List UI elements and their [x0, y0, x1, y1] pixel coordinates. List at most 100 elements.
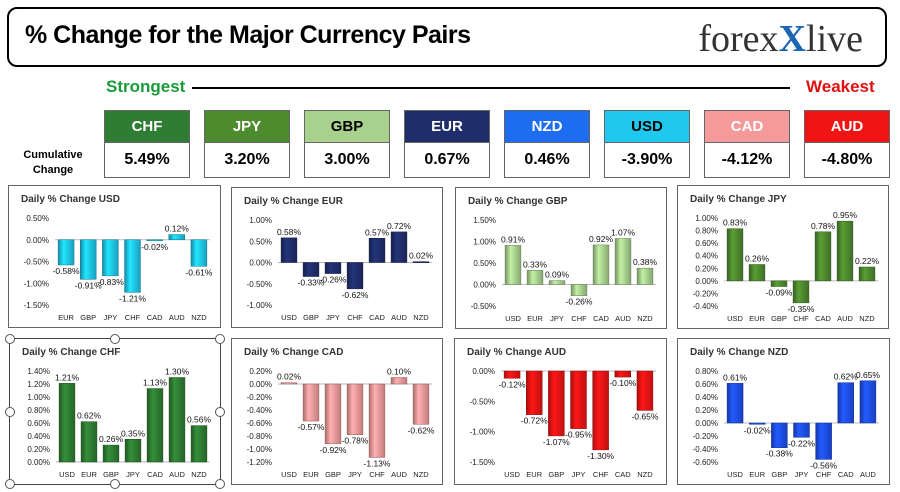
- data-label: -0.10%: [609, 378, 636, 388]
- chart-panel-aud[interactable]: Daily % Change AUD 0.00% -0.50% -1.00% -1.50…: [454, 338, 667, 485]
- data-label: 0.57%: [365, 227, 390, 237]
- data-label: 0.65%: [856, 370, 881, 380]
- x-tick-label: JPY: [348, 470, 362, 479]
- x-tick-label: CHF: [593, 470, 609, 479]
- currency-card-eur: EUR 0.67%: [404, 110, 490, 178]
- y-tick-label: -1.50%: [470, 458, 495, 467]
- chart-panel-jpy[interactable]: Daily % Change JPY 1.00% 0.80% 0.60% 0.40% 0.…: [677, 185, 889, 329]
- data-label: 0.26%: [745, 254, 770, 264]
- resize-handle[interactable]: [110, 479, 120, 489]
- y-tick-label: 0.50%: [26, 214, 49, 223]
- currency-card-nzd: NZD 0.46%: [504, 110, 590, 178]
- bar-aud: [390, 377, 408, 385]
- bar-aud: [614, 238, 632, 285]
- bar-jpy: [324, 262, 342, 274]
- x-tick-label: GBP: [303, 313, 319, 322]
- y-tick-label: -1.00%: [470, 428, 495, 437]
- x-tick-label: EUR: [58, 313, 74, 322]
- x-tick-label: JPY: [103, 313, 117, 322]
- page-title: % Change for the Major Currency Pairs: [25, 21, 471, 49]
- data-label: 0.10%: [387, 367, 412, 377]
- data-label: 0.35%: [121, 428, 146, 438]
- x-tick-label: CAD: [147, 470, 163, 479]
- x-tick-label: GBP: [80, 313, 96, 322]
- data-label: 0.78%: [811, 221, 836, 231]
- bar-gbp: [770, 280, 788, 287]
- x-tick-label: NZD: [191, 313, 207, 322]
- chart-panel-usd[interactable]: Daily % Change USD 0.50% 0.00% -0.50% -1.00%…: [8, 185, 221, 328]
- bar-chf: [124, 239, 141, 293]
- resize-handle[interactable]: [5, 334, 15, 344]
- chart-panel-chf[interactable]: Daily % Change CHF 1.40% 1.20% 1.00% 0.80% 0.…: [5, 334, 225, 489]
- data-label: -0.62%: [342, 290, 369, 300]
- x-tick-label: USD: [504, 470, 520, 479]
- chart-title: Daily % Change EUR: [244, 196, 343, 207]
- chart-panel-gbp[interactable]: Daily % Change GBP 1.50% 1.00% 0.50% 0.00% -0…: [455, 187, 667, 329]
- y-tick-label: -1.20%: [247, 458, 272, 467]
- y-tick-label: 0.60%: [695, 239, 718, 248]
- bar-gbp: [771, 422, 788, 448]
- x-tick-label: AUD: [837, 314, 853, 323]
- x-tick-label: GBP: [325, 470, 341, 479]
- bar-chart: 1.00% 0.50% 0.00% -0.50% -1.00% 0.58% USD -0.33…: [247, 216, 434, 322]
- bar-eur: [80, 421, 98, 463]
- chart-panel-nzd[interactable]: Daily % Change NZD 0.80% 0.60% 0.40% 0.20% 0.…: [677, 338, 890, 485]
- chart-title: Daily % Change JPY: [690, 194, 787, 205]
- bar-nzd: [412, 261, 430, 263]
- resize-handle[interactable]: [215, 406, 225, 417]
- bar-usd: [503, 370, 521, 379]
- x-tick-label: CHF: [816, 470, 832, 479]
- currency-card-cad: CAD -4.12%: [704, 110, 790, 178]
- resize-handle[interactable]: [110, 334, 120, 344]
- y-tick-label: 1.00%: [249, 216, 272, 225]
- x-tick-label: NZD: [413, 470, 429, 479]
- resize-handle[interactable]: [5, 406, 15, 417]
- y-tick-label: 0.80%: [695, 227, 718, 236]
- x-tick-label: GBP: [103, 470, 119, 479]
- resize-handle[interactable]: [215, 334, 225, 344]
- chart-title: Daily % Change GBP: [468, 196, 568, 207]
- x-tick-label: AUD: [615, 314, 631, 323]
- y-tick-label: -0.40%: [693, 445, 718, 454]
- data-label: 0.33%: [523, 259, 548, 269]
- chart-title: Daily % Change CHF: [22, 347, 121, 358]
- bar-eur: [526, 270, 544, 285]
- bar-chf: [815, 422, 832, 460]
- y-tick-label: 0.60%: [27, 419, 50, 428]
- bar-chart: 0.00% -0.50% -1.00% -1.50% -0.12% USD -0.72% EU…: [470, 367, 659, 479]
- cumulative-value: 5.49%: [104, 143, 190, 178]
- x-tick-label: EUR: [81, 470, 97, 479]
- title-banner: % Change for the Major Currency Pairs fo…: [7, 7, 887, 67]
- resize-handle[interactable]: [5, 479, 15, 489]
- ranking-arrow-line: [192, 87, 790, 89]
- y-tick-label: 0.00%: [473, 281, 496, 290]
- data-label: -0.91%: [75, 280, 102, 290]
- x-tick-label: EUR: [749, 470, 765, 479]
- data-label: 0.22%: [855, 256, 880, 266]
- bar-jpy: [102, 239, 119, 277]
- y-tick-label: 0.60%: [695, 380, 718, 389]
- data-label: -0.83%: [97, 277, 124, 287]
- y-tick-label: 1.20%: [27, 380, 50, 389]
- bar-chf: [592, 370, 609, 451]
- chart-title: Daily % Change CAD: [244, 347, 344, 358]
- y-tick-label: 1.40%: [27, 367, 50, 376]
- data-label: -0.26%: [320, 275, 347, 285]
- y-tick-label: 0.00%: [26, 236, 49, 245]
- bar-chart: 0.50% 0.00% -0.50% -1.00% -1.50% -0.58% EUR -0.…: [24, 214, 213, 322]
- chart-panel-eur[interactable]: Daily % Change EUR 1.00% 0.50% 0.00% -0.50% -…: [231, 187, 443, 328]
- cumulative-change-label: Cumulative Change: [23, 149, 83, 176]
- resize-handle[interactable]: [215, 479, 225, 489]
- currency-card-jpy: JPY 3.20%: [204, 110, 290, 178]
- data-label: -0.35%: [788, 304, 815, 314]
- bar-nzd: [190, 425, 208, 463]
- currency-name: CAD: [704, 110, 790, 143]
- data-label: 0.92%: [589, 234, 614, 244]
- y-tick-label: -0.50%: [24, 258, 49, 267]
- y-tick-label: -0.50%: [471, 302, 496, 311]
- currency-name: USD: [604, 110, 690, 143]
- y-tick-label: 1.00%: [473, 238, 496, 247]
- chart-panel-cad[interactable]: Daily % Change CAD 0.20% 0.00% -0.20% -0.40%…: [231, 338, 443, 485]
- bar-aud: [390, 231, 408, 263]
- currency-name: NZD: [504, 110, 590, 143]
